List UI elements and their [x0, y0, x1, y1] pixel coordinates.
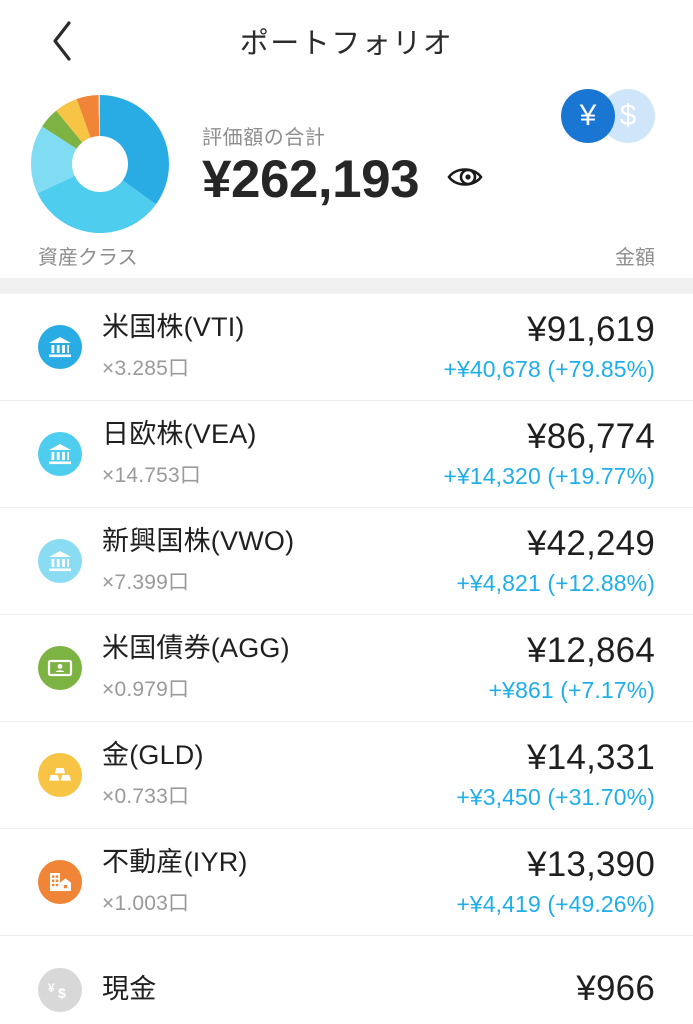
asset-row-values: ¥12,864 +¥861 (+7.17%) [488, 630, 655, 705]
asset-row-values: ¥86,774 +¥14,320 (+19.77%) [443, 416, 655, 491]
column-header-amount: 金額 [615, 246, 655, 269]
column-header-asset-class: 資産クラス [38, 246, 138, 269]
asset-row-values: ¥42,249 +¥4,821 (+12.88%) [456, 523, 655, 598]
back-button[interactable] [40, 19, 84, 63]
asset-row-main: 金(GLD) ×0.733口 [102, 740, 456, 810]
svg-text:¥: ¥ [48, 981, 55, 995]
asset-row-values: ¥14,331 +¥3,450 (+31.70%) [456, 737, 655, 812]
asset-units: ×7.399口 [102, 571, 190, 595]
asset-row[interactable]: ¥ $ 現金 ¥966 [0, 936, 693, 1024]
asset-amount: ¥42,249 [527, 523, 655, 563]
portfolio-summary: 評価額の合計 ¥262,193 [0, 82, 693, 234]
donut-slice [42, 110, 83, 149]
asset-row-main: 米国株(VTI) ×3.285口 [102, 312, 443, 382]
svg-text:$: $ [58, 985, 66, 1001]
asset-amount: ¥12,864 [527, 630, 655, 670]
asset-change: +¥40,678 (+79.85%) [443, 356, 655, 383]
asset-change: +¥14,320 (+19.77%) [443, 463, 655, 490]
page-title: ポートフォリオ [239, 28, 454, 60]
asset-row-main: 不動産(IYR) ×1.003口 [102, 847, 456, 917]
asset-name: 新興国株(VWO) [102, 525, 295, 556]
asset-change: +¥4,419 (+49.26%) [456, 891, 655, 918]
eye-icon [446, 163, 488, 196]
asset-amount: ¥14,331 [527, 737, 655, 777]
asset-row-values: ¥966 [576, 970, 655, 1009]
total-value-amount: ¥262,193 [202, 149, 420, 209]
summary-text-block: 評価額の合計 ¥262,193 [202, 121, 489, 208]
asset-change: +¥861 (+7.17%) [488, 677, 655, 704]
asset-row-main: 日欧株(VEA) ×14.753口 [102, 419, 443, 489]
asset-amount: ¥91,619 [527, 309, 655, 349]
bank-icon [38, 539, 82, 583]
total-value-label: 評価額の合計 [202, 126, 326, 149]
chevron-left-icon [49, 19, 75, 63]
asset-row[interactable]: 金(GLD) ×0.733口 ¥14,331 +¥3,450 (+31.70%) [0, 722, 693, 829]
asset-amount: ¥13,390 [527, 844, 655, 884]
asset-name: 米国株(VTI) [102, 311, 245, 342]
toggle-balance-visibility-button[interactable] [445, 161, 489, 197]
banknote-icon [38, 646, 82, 690]
asset-amount: ¥86,774 [527, 416, 655, 456]
asset-row-values: ¥91,619 +¥40,678 (+79.85%) [443, 309, 655, 384]
donut-slice [56, 99, 91, 143]
asset-units: ×3.285口 [102, 357, 190, 381]
app-header: ポートフォリオ [0, 0, 693, 82]
building-house-icon [38, 860, 82, 904]
asset-units: ×0.979口 [102, 678, 190, 702]
asset-list: 米国株(VTI) ×3.285口 ¥91,619 +¥40,678 (+79.85%)… [0, 294, 693, 1024]
asset-change: +¥3,450 (+31.70%) [456, 784, 655, 811]
donut-slice [98, 95, 100, 137]
asset-name: 日欧株(VEA) [102, 418, 257, 449]
asset-name: 不動産(IYR) [102, 846, 248, 877]
currency-yen-button[interactable]: ¥ [561, 89, 615, 143]
currency-toggle[interactable]: ¥ $ [561, 88, 655, 144]
asset-row[interactable]: 不動産(IYR) ×1.003口 ¥13,390 +¥4,419 (+49.26%) [0, 829, 693, 936]
donut-slice [37, 175, 156, 234]
section-divider-band [0, 278, 693, 294]
donut-slice [30, 126, 77, 194]
asset-amount: ¥966 [576, 969, 655, 1009]
donut-slice [76, 95, 100, 138]
asset-units: ×0.733口 [102, 785, 190, 809]
bank-icon [38, 432, 82, 476]
asset-units: ×1.003口 [102, 892, 190, 916]
asset-row-main: 米国債券(AGG) ×0.979口 [102, 633, 489, 703]
asset-row-values: ¥13,390 +¥4,419 (+49.26%) [456, 844, 655, 919]
yen-dollar-icon: ¥ $ [38, 967, 82, 1012]
asset-name: 金(GLD) [102, 739, 204, 770]
donut-slice [100, 95, 169, 205]
total-value-row: ¥262,193 [202, 152, 489, 208]
allocation-donut-chart [28, 92, 172, 236]
bank-icon [38, 325, 82, 369]
asset-name: 米国債券(AGG) [102, 632, 290, 663]
asset-row[interactable]: 日欧株(VEA) ×14.753口 ¥86,774 +¥14,320 (+19.77%… [0, 401, 693, 508]
asset-name: 現金 [102, 973, 157, 1004]
list-column-headers: 資産クラス 金額 [0, 232, 693, 278]
asset-row-main: 現金 [102, 974, 576, 1005]
asset-row[interactable]: 新興国株(VWO) ×7.399口 ¥42,249 +¥4,821 (+12.88%) [0, 508, 693, 615]
gold-bars-icon [38, 753, 82, 797]
donut-chart-svg [30, 95, 169, 234]
asset-row[interactable]: 米国株(VTI) ×3.285口 ¥91,619 +¥40,678 (+79.85%) [0, 294, 693, 401]
asset-row[interactable]: 米国債券(AGG) ×0.979口 ¥12,864 +¥861 (+7.17%) [0, 615, 693, 722]
asset-row-main: 新興国株(VWO) ×7.399口 [102, 526, 456, 596]
asset-units: ×14.753口 [102, 464, 202, 488]
asset-change: +¥4,821 (+12.88%) [456, 570, 655, 597]
